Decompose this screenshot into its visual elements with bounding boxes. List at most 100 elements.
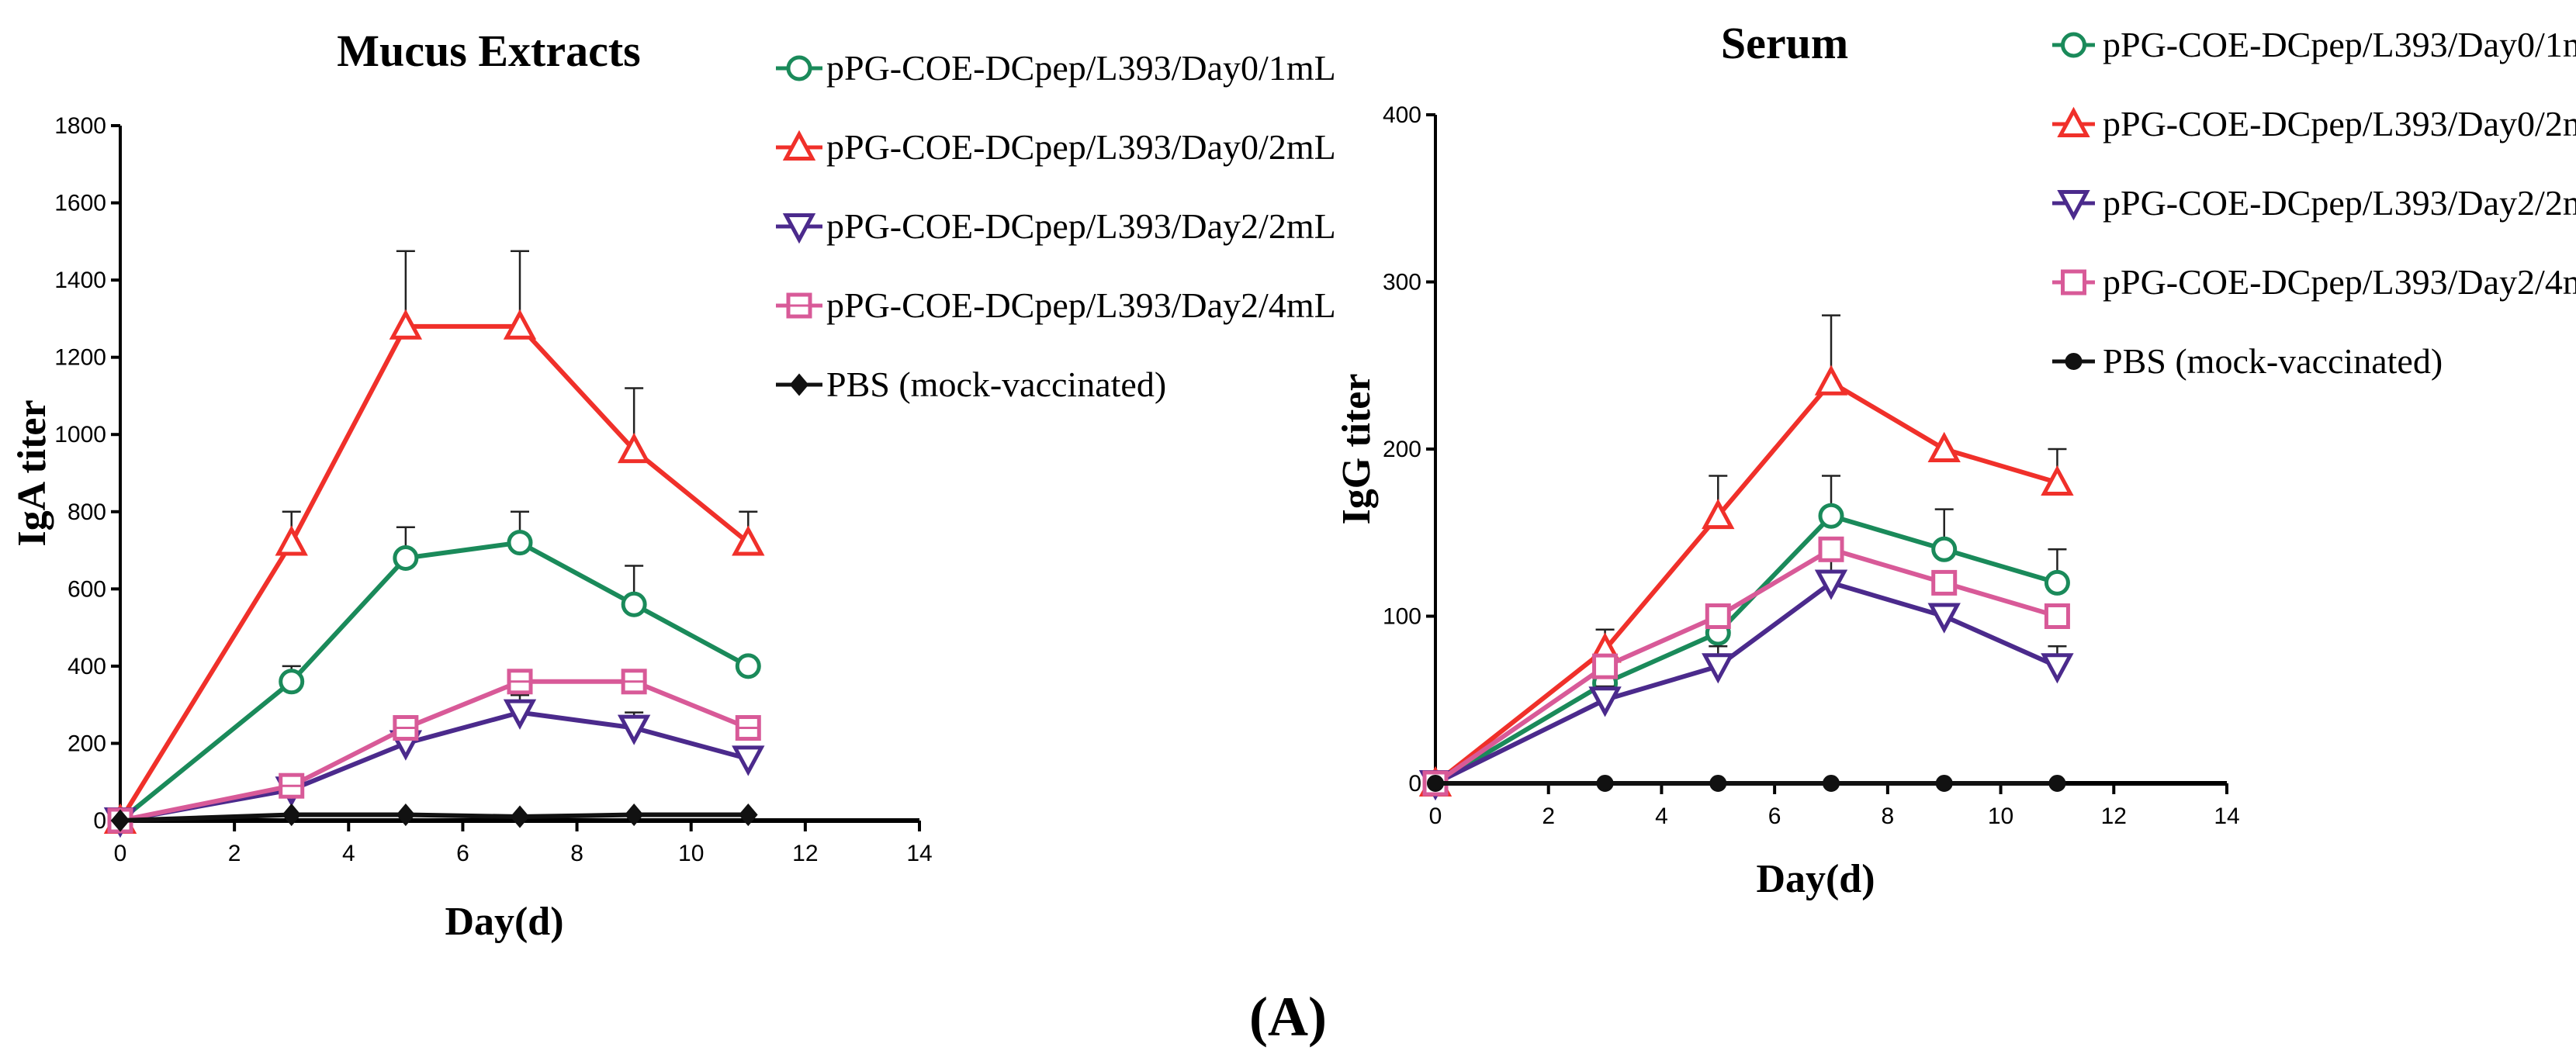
legend-item: pPG-COE-DCpep/L393/Day0/1mL <box>2052 25 2576 64</box>
data-point <box>732 525 765 556</box>
series-1 <box>103 250 765 834</box>
series-line <box>1434 547 2058 786</box>
legend-marker <box>789 373 809 396</box>
legend-marker <box>2061 32 2086 58</box>
legend-item: pPG-COE-DCpep/L393/Day2/4mL <box>2052 262 2576 302</box>
series-line <box>119 710 750 823</box>
legend-label: pPG-COE-DCpep/L393/Day0/2mL <box>826 127 1336 167</box>
y-tick-label: 400 <box>68 654 106 679</box>
x-tick-label: 10 <box>678 841 704 866</box>
x-tick-label: 14 <box>2214 804 2239 829</box>
series-line <box>118 323 750 822</box>
panel-label: (A) <box>1249 986 1327 1048</box>
x-tick-label: 4 <box>1655 804 1668 829</box>
data-point <box>1814 365 1848 396</box>
y-tick-label: 0 <box>93 808 106 834</box>
legend-label: pPG-COE-DCpep/L393/Day0/1mL <box>826 48 1336 88</box>
data-point <box>1818 503 1844 529</box>
x-tick-label: 0 <box>114 841 127 866</box>
data-point <box>624 803 644 827</box>
y-tick-label: 800 <box>68 499 106 525</box>
data-point <box>503 309 537 340</box>
y-tick-label: 200 <box>1383 437 1421 462</box>
y-tick-label: 1800 <box>54 113 106 139</box>
legend: pPG-COE-DCpep/L393/Day0/1mL pPG-COE-DCpep… <box>2052 25 2576 381</box>
data-point <box>738 803 758 827</box>
legend-marker <box>782 213 816 244</box>
x-tick-label: 8 <box>570 841 583 866</box>
data-point <box>1931 569 1958 596</box>
series-4 <box>1427 775 2066 792</box>
data-point <box>279 772 305 799</box>
data-point <box>1596 775 1614 792</box>
series-line <box>1434 379 2058 786</box>
data-point <box>510 805 530 828</box>
y-tick-label: 1000 <box>54 422 106 448</box>
data-point <box>621 591 647 617</box>
legend-marker <box>786 55 812 81</box>
data-point <box>1427 775 1444 792</box>
data-point <box>617 432 651 464</box>
data-point <box>1931 536 1958 562</box>
legend-item: PBS (mock-vaccinated) <box>776 365 1166 404</box>
legend-marker <box>2057 190 2090 221</box>
chart-title: Serum <box>1721 18 1848 68</box>
data-point <box>1927 603 1961 634</box>
y-tick-label: 200 <box>68 731 106 756</box>
series-line <box>1434 513 2058 786</box>
series-1 <box>1418 314 2074 797</box>
x-tick-label: 4 <box>342 841 355 866</box>
data-point <box>275 525 308 556</box>
legend-marker <box>2061 269 2086 295</box>
series-line <box>119 812 749 823</box>
legend-marker <box>2057 106 2090 137</box>
x-tick-label: 0 <box>1429 804 1442 829</box>
data-point <box>1818 536 1844 562</box>
chart-title: Mucus Extracts <box>337 26 640 76</box>
legend-label: PBS (mock-vaccinated) <box>826 365 1166 404</box>
x-tick-label: 6 <box>456 841 469 866</box>
x-tick-label: 12 <box>2101 804 2127 829</box>
y-tick-label: 400 <box>1383 102 1421 128</box>
data-point <box>735 653 761 679</box>
y-tick-label: 1600 <box>54 191 106 216</box>
data-point <box>393 715 419 741</box>
chart-serum: Serum 0 100 200 300 400 0 2 4 6 8 10 12 14 Day(d) IgG t… <box>1335 18 2576 901</box>
x-tick-label: 8 <box>1882 804 1895 829</box>
data-point <box>621 669 647 695</box>
legend-item: pPG-COE-DCpep/L393/Day0/1mL <box>776 48 1336 88</box>
x-tick-label: 2 <box>1542 804 1555 829</box>
x-tick-label: 12 <box>792 841 818 866</box>
y-tick-label: 300 <box>1383 270 1421 295</box>
legend-item: pPG-COE-DCpep/L393/Day0/2mL <box>2052 104 2576 143</box>
data-point <box>2044 569 2070 596</box>
legend-marker <box>786 292 812 319</box>
series-line <box>1434 580 2058 786</box>
legend-label: pPG-COE-DCpep/L393/Day2/2mL <box>2103 183 2576 223</box>
legend-item: pPG-COE-DCpep/L393/Day0/2mL <box>776 127 1336 167</box>
series-3 <box>107 669 761 834</box>
legend-label: pPG-COE-DCpep/L393/Day0/1mL <box>2103 25 2576 64</box>
data-point <box>393 545 419 572</box>
x-axis-label: Day(d) <box>1756 857 1875 901</box>
x-axis-label: Day(d) <box>445 900 563 944</box>
series-0 <box>107 510 761 834</box>
y-tick-label: 600 <box>68 576 106 602</box>
data-point <box>282 803 302 827</box>
data-point <box>2041 465 2074 496</box>
data-point <box>389 309 423 340</box>
data-point <box>279 669 305 695</box>
data-point <box>2048 775 2066 792</box>
y-tick-label: 1200 <box>54 345 106 371</box>
data-point <box>396 803 416 827</box>
legend-item: pPG-COE-DCpep/L393/Day2/2mL <box>776 206 1336 246</box>
data-point <box>503 699 537 730</box>
legend-label: pPG-COE-DCpep/L393/Day2/2mL <box>826 206 1336 246</box>
data-point <box>1702 498 1735 530</box>
x-tick-label: 14 <box>906 841 932 866</box>
y-tick-label: 1400 <box>54 268 106 293</box>
legend-item: pPG-COE-DCpep/L393/Day2/2mL <box>2052 183 2576 223</box>
x-tick-label: 10 <box>1988 804 2013 829</box>
legend-label: pPG-COE-DCpep/L393/Day2/4mL <box>2103 262 2576 302</box>
